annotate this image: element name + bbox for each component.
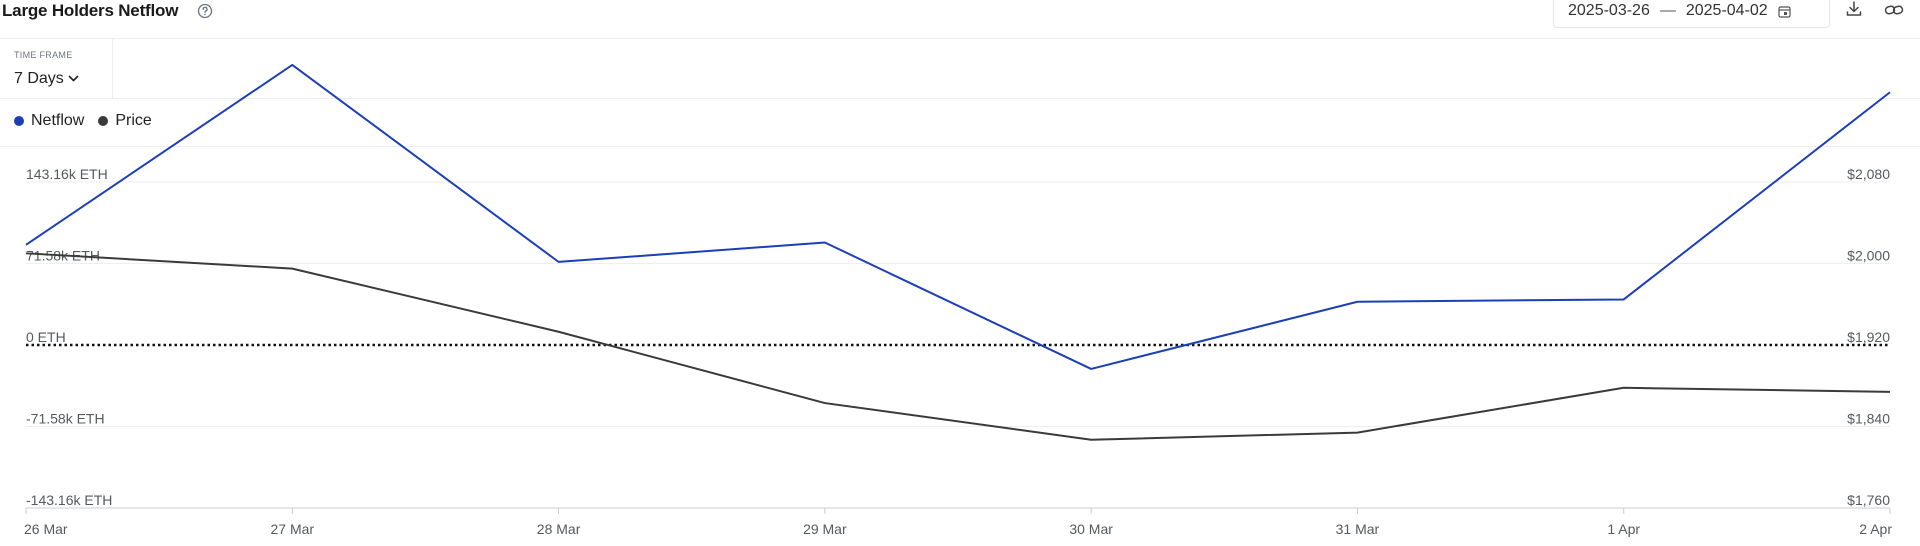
y-left-tick-label: 0 ETH bbox=[26, 329, 66, 345]
link-icon[interactable] bbox=[1884, 1, 1904, 19]
x-tick-label: 26 Mar bbox=[24, 521, 68, 537]
y-right-tick-label: $2,080 bbox=[1847, 166, 1890, 182]
date-separator: — bbox=[1659, 2, 1676, 19]
header-divider bbox=[0, 38, 1920, 39]
chevron-down-icon bbox=[68, 75, 79, 82]
header: Large Holders Netflow 2025-03-26 — 2025-… bbox=[0, 0, 1920, 28]
legend-swatch-price bbox=[98, 116, 109, 126]
x-tick-label: 27 Mar bbox=[270, 521, 314, 537]
page-title: Large Holders Netflow bbox=[2, 1, 179, 20]
legend-divider bbox=[0, 146, 1920, 147]
legend-label-price: Price bbox=[115, 112, 152, 129]
y-left-tick-label: -71.58k ETH bbox=[26, 411, 105, 427]
x-tick-label: 30 Mar bbox=[1069, 521, 1113, 537]
date-start: 2025-03-26 bbox=[1568, 2, 1650, 19]
series-line-price bbox=[25, 252, 1891, 441]
legend-item-netflow[interactable]: Netflow bbox=[14, 112, 84, 130]
legend-swatch-netflow bbox=[14, 116, 24, 126]
help-circle-icon[interactable] bbox=[197, 3, 213, 19]
y-left-tick-label: -143.16k ETH bbox=[26, 492, 112, 508]
download-icon[interactable] bbox=[1845, 0, 1863, 18]
y-right-tick-label: $1,920 bbox=[1847, 329, 1890, 345]
x-tick-label: 29 Mar bbox=[803, 521, 847, 537]
timeframe-section: TIME FRAME 7 Days bbox=[0, 38, 113, 98]
x-tick-label: 28 Mar bbox=[537, 521, 581, 537]
chart-legend: Netflow Price bbox=[14, 112, 152, 130]
timeframe-value: 7 Days bbox=[14, 70, 64, 87]
x-tick-label: 1 Apr bbox=[1607, 521, 1640, 537]
legend-label-netflow: Netflow bbox=[31, 112, 85, 129]
legend-item-price[interactable]: Price bbox=[98, 112, 152, 130]
y-right-tick-label: $1,840 bbox=[1847, 411, 1890, 427]
timeframe-divider bbox=[0, 98, 1920, 99]
y-right-tick-label: $1,760 bbox=[1847, 492, 1890, 508]
timeframe-select[interactable]: 7 Days bbox=[14, 70, 79, 88]
x-tick-label: 31 Mar bbox=[1336, 521, 1380, 537]
x-tick-label: 2 Apr bbox=[1859, 521, 1892, 537]
series-line-netflow bbox=[25, 63, 1891, 370]
date-range-picker[interactable]: 2025-03-26 — 2025-04-02 bbox=[1553, 0, 1830, 28]
calendar-icon bbox=[1778, 5, 1791, 18]
y-left-tick-label: 143.16k ETH bbox=[26, 166, 108, 182]
date-end: 2025-04-02 bbox=[1685, 2, 1768, 19]
y-right-tick-label: $2,000 bbox=[1847, 248, 1890, 264]
timeframe-label: TIME FRAME bbox=[14, 50, 73, 60]
